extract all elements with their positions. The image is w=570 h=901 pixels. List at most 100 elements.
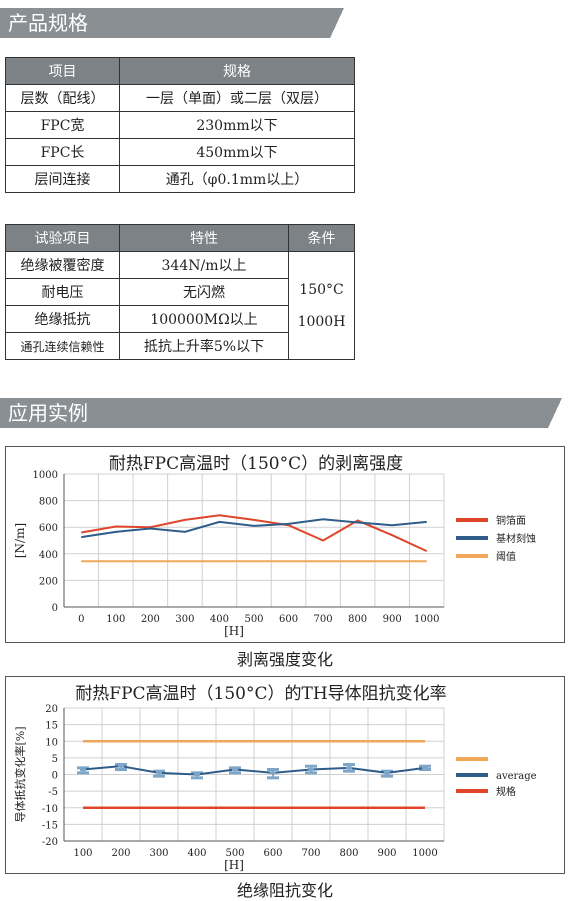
error-cap-high	[229, 766, 241, 770]
peel-strength-chart-svg: 耐热FPC高温时（150°C）的剥离强度 0 200 400 600 800 1000 0 10…	[13, 454, 536, 638]
y-tick-label: 20	[45, 704, 58, 715]
legend-label: 铜箔面	[496, 514, 526, 527]
table-row: 耐电压 无闪燃	[5, 278, 355, 306]
condition-time: 1000H	[297, 313, 346, 330]
x-tick-label: 900	[383, 614, 402, 625]
table-cell: 230mm以下	[119, 111, 355, 139]
section-title: 应用实例	[8, 401, 88, 425]
table-header: 规格	[119, 57, 355, 85]
series-line	[82, 765, 426, 776]
section-title: 产品规格	[8, 11, 88, 35]
table-header: 条件	[288, 224, 355, 252]
x-tick-label: 700	[314, 614, 333, 625]
header-stripe	[548, 398, 562, 428]
x-tick-label: 300	[175, 614, 194, 625]
y-axis-label: 导体抵抗变化率[%]	[13, 726, 27, 822]
x-tick-label: 600	[279, 614, 298, 625]
x-tick-label: 800	[339, 848, 358, 859]
error-cap-low	[305, 771, 317, 775]
chart-caption: 剥离强度变化	[236, 650, 333, 669]
table-row: 层数（配线） 一层（单面）或二层（双层）	[5, 84, 355, 112]
x-tick-label: 200	[141, 614, 160, 625]
section-header-examples: 应用实例	[0, 398, 562, 428]
table-row: 层间连接 通孔（φ0.1mm以上）	[5, 165, 355, 193]
table-row: 绝缘抵抗 100000MΩ以上	[5, 305, 355, 333]
resistance-change-chart: 耐热FPC高温时（150°C）的TH导体阻抗变化率 -20 -15 -10 -5 0 5 10…	[5, 676, 565, 874]
error-cap-high	[305, 764, 317, 768]
data-point	[346, 766, 352, 770]
error-cap-high	[77, 766, 89, 770]
y-tick-label: -10	[42, 804, 58, 815]
table-cell: 450mm以下	[119, 138, 355, 166]
data-point	[232, 768, 238, 772]
x-tick-label: 300	[149, 848, 168, 859]
y-tick-label: -15	[42, 820, 58, 831]
data-point	[194, 773, 200, 776]
table-cell: 绝缘被覆密度	[5, 251, 120, 279]
error-cap-low	[115, 768, 127, 772]
y-tick-label: 400	[39, 550, 58, 561]
data-point	[80, 768, 86, 772]
table-row: 绝缘被覆密度 344N/m以上 150°C 1000H	[5, 251, 355, 360]
y-tick-label: 15	[45, 721, 58, 732]
x-tick-label: 100	[73, 848, 92, 859]
data-point	[156, 771, 162, 775]
table-header: 项目	[5, 57, 120, 85]
test-table: 试验项目 特性 条件 绝缘被覆密度 344N/m以上 150°C 1000H 耐…	[5, 224, 355, 360]
error-cap-high	[381, 769, 393, 773]
y-tick-label: 5	[52, 754, 58, 765]
x-axis-label: [H]	[224, 858, 244, 872]
error-cap-high	[343, 763, 355, 767]
legend-label: 规格	[496, 785, 516, 798]
data-point	[270, 771, 276, 775]
legend-label: 阈值	[496, 550, 516, 563]
table-cell: 无闪燃	[119, 278, 289, 306]
x-tick-label: 700	[301, 848, 320, 859]
error-cap-high	[153, 769, 165, 773]
table-cell: 抵抗上升率5%以下	[119, 332, 289, 360]
table-cell: 100000MΩ以上	[119, 305, 289, 333]
data-point	[308, 768, 314, 772]
data-point	[384, 771, 390, 775]
error-cap-low	[153, 774, 165, 778]
table-cell: 层数（配线）	[5, 84, 120, 112]
y-tick-label: 800	[39, 497, 58, 508]
x-tick-label: 0	[78, 614, 84, 625]
x-tick-label: 900	[377, 848, 396, 859]
error-cap-low	[343, 769, 355, 773]
x-tick-label: 400	[187, 848, 206, 859]
x-tick-label: 500	[225, 848, 244, 859]
error-cap-low	[77, 771, 89, 775]
error-cap-low	[267, 776, 279, 780]
table-row: FPC长 450mm以下	[5, 138, 355, 166]
y-tick-label: 10	[45, 737, 58, 748]
chart-caption: 绝缘阻抗变化	[236, 881, 333, 900]
condition-temp: 150°C	[299, 281, 344, 298]
table-cell: 耐电压	[5, 278, 120, 306]
series-line	[81, 518, 427, 539]
table-header-row: 试验项目 特性 条件	[5, 224, 355, 252]
x-axis-label: [H]	[224, 624, 244, 638]
table-row: 通孔连续信赖性 抵抗上升率5%以下	[5, 332, 355, 360]
x-tick-label: 500	[244, 614, 263, 625]
legend-label: average	[496, 771, 537, 782]
y-tick-label: 1000	[33, 470, 58, 481]
resistance-change-chart-svg: 耐热FPC高温时（150°C）的TH导体阻抗变化率 -20 -15 -10 -5 0 5 10…	[13, 684, 537, 872]
y-tick-label: -20	[42, 837, 58, 848]
section-header-specs: 产品规格	[0, 8, 344, 38]
table-header-row: 项目 规格	[5, 57, 355, 85]
chart-title: 耐热FPC高温时（150°C）的剥离强度	[109, 454, 403, 474]
table-cell: 绝缘抵抗	[5, 305, 120, 333]
x-tick-label: 800	[348, 614, 367, 625]
y-axis-label: [N/m]	[13, 523, 27, 558]
x-tick-label: 1000	[412, 848, 437, 859]
table-cell: FPC宽	[5, 111, 120, 139]
error-cap-high	[115, 763, 127, 767]
x-tick-label: 1000	[414, 614, 439, 625]
x-tick-label: 600	[263, 848, 282, 859]
header-stripe	[330, 8, 344, 38]
y-tick-label: -5	[48, 787, 58, 798]
error-cap-high	[191, 771, 203, 775]
x-tick-label: 200	[111, 848, 130, 859]
data-point	[118, 764, 124, 768]
